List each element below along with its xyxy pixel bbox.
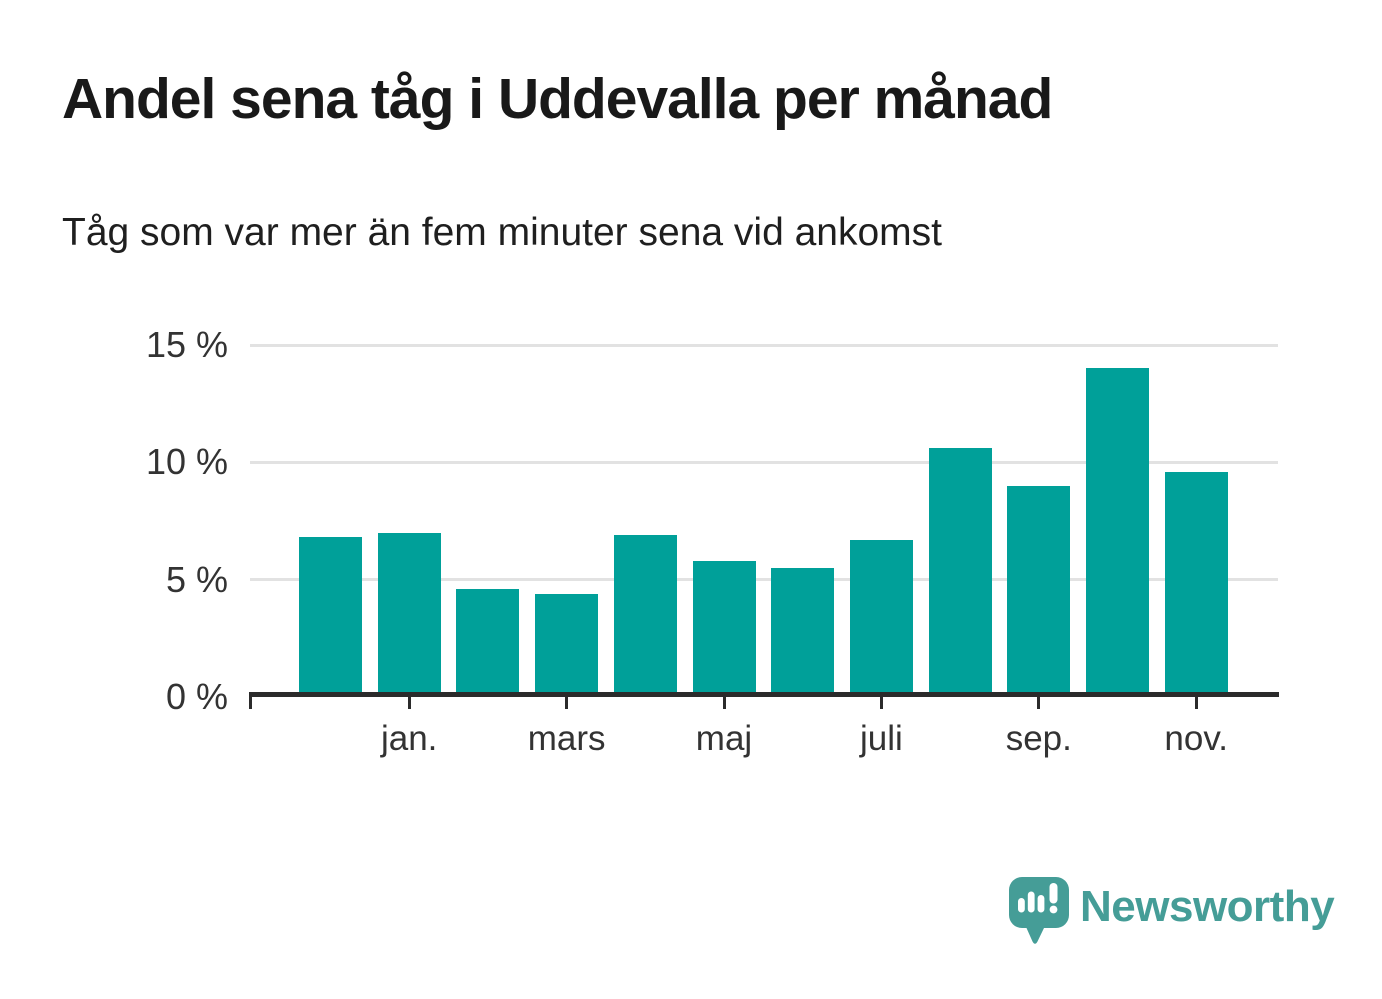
x-axis-line xyxy=(249,692,1279,697)
x-axis-tick xyxy=(565,697,569,709)
bar xyxy=(1086,368,1149,697)
gridline xyxy=(250,343,1278,347)
gridline xyxy=(250,578,1278,582)
x-axis-tick-label: jan. xyxy=(380,719,438,758)
bar xyxy=(1007,485,1071,697)
chart-subtitle: Tåg som var mer än fem minuter sena vid … xyxy=(62,211,942,254)
x-axis-origin-tick xyxy=(249,697,252,709)
y-axis-tick-label: 0 % xyxy=(165,676,228,717)
brand-name: Newsworthy xyxy=(1080,882,1335,931)
newsworthy-logo-icon xyxy=(1009,877,1069,944)
y-axis-tick-label: 10 % xyxy=(145,441,228,483)
bar xyxy=(535,593,599,697)
x-axis-tick-label: sep. xyxy=(1005,719,1072,758)
bar xyxy=(1164,471,1228,697)
chart-title: Andel sena tåg i Uddevalla per månad xyxy=(62,67,1053,131)
y-axis-tick-label: 15 % xyxy=(145,324,228,365)
x-axis-tick-label: mars xyxy=(527,719,606,758)
x-axis-tick-label: juli xyxy=(859,719,903,758)
bar xyxy=(456,589,520,697)
y-axis-tick-label: 5 % xyxy=(165,558,228,600)
x-axis-tick-label: nov. xyxy=(1164,719,1228,758)
x-axis-tick xyxy=(1037,697,1041,709)
x-axis-tick xyxy=(1194,697,1198,709)
bar xyxy=(377,532,441,697)
x-axis-tick xyxy=(407,697,411,709)
bar xyxy=(299,537,362,697)
bar xyxy=(928,448,992,697)
bar xyxy=(692,560,756,697)
bar xyxy=(849,539,913,697)
x-axis-tick xyxy=(722,697,726,709)
bar xyxy=(613,535,677,697)
x-axis-tick xyxy=(879,697,883,709)
x-axis-tick-label: maj xyxy=(695,719,753,758)
gridline xyxy=(250,460,1278,464)
bar xyxy=(771,567,835,697)
